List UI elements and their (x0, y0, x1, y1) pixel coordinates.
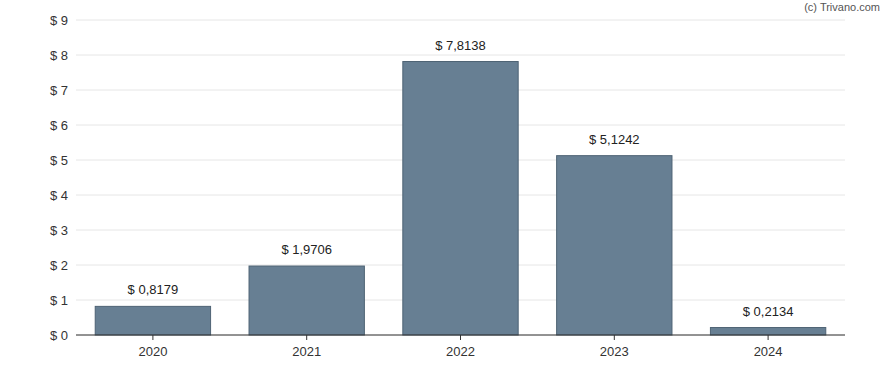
y-tick-label: $ 5 (50, 153, 68, 168)
y-tick-label: $ 2 (50, 258, 68, 273)
x-tick (614, 335, 615, 340)
x-tick-label: 2023 (600, 344, 629, 359)
x-tick-label: 2022 (446, 344, 475, 359)
y-tick-label: $ 0 (50, 328, 68, 343)
y-tick-label: $ 4 (50, 188, 68, 203)
y-tick-label: $ 9 (50, 13, 68, 28)
x-tick (152, 335, 153, 340)
x-tick (460, 335, 461, 340)
x-tick (768, 335, 769, 340)
grid-line (76, 20, 845, 21)
data-label: $ 7,8138 (435, 38, 486, 53)
bar (95, 306, 210, 335)
x-tick-label: 2020 (138, 344, 167, 359)
bar (249, 266, 364, 335)
bar (557, 156, 672, 335)
credit: (c) Trivano.com (804, 1, 880, 13)
chart: $ 0 $ 1 $ 2 $ 3 $ 4 $ 5 $ 6 $ 7 $ 8 $ 9 $ 0,8179 $ … (0, 0, 888, 370)
x-tick-label: 2024 (754, 344, 783, 359)
y-tick-label: $ 1 (50, 293, 68, 308)
y-tick-label: $ 7 (50, 83, 68, 98)
data-label: $ 0,8179 (128, 282, 179, 297)
y-tick-label: $ 8 (50, 48, 68, 63)
x-tick-label: 2021 (292, 344, 321, 359)
bar (403, 62, 518, 335)
x-tick (306, 335, 307, 340)
data-label: $ 0,2134 (743, 304, 794, 319)
y-tick-label: $ 3 (50, 223, 68, 238)
grid-line (76, 55, 845, 56)
bar (710, 328, 825, 335)
data-label: $ 1,9706 (281, 242, 332, 257)
y-tick-label: $ 6 (50, 118, 68, 133)
data-label: $ 5,1242 (589, 132, 640, 147)
